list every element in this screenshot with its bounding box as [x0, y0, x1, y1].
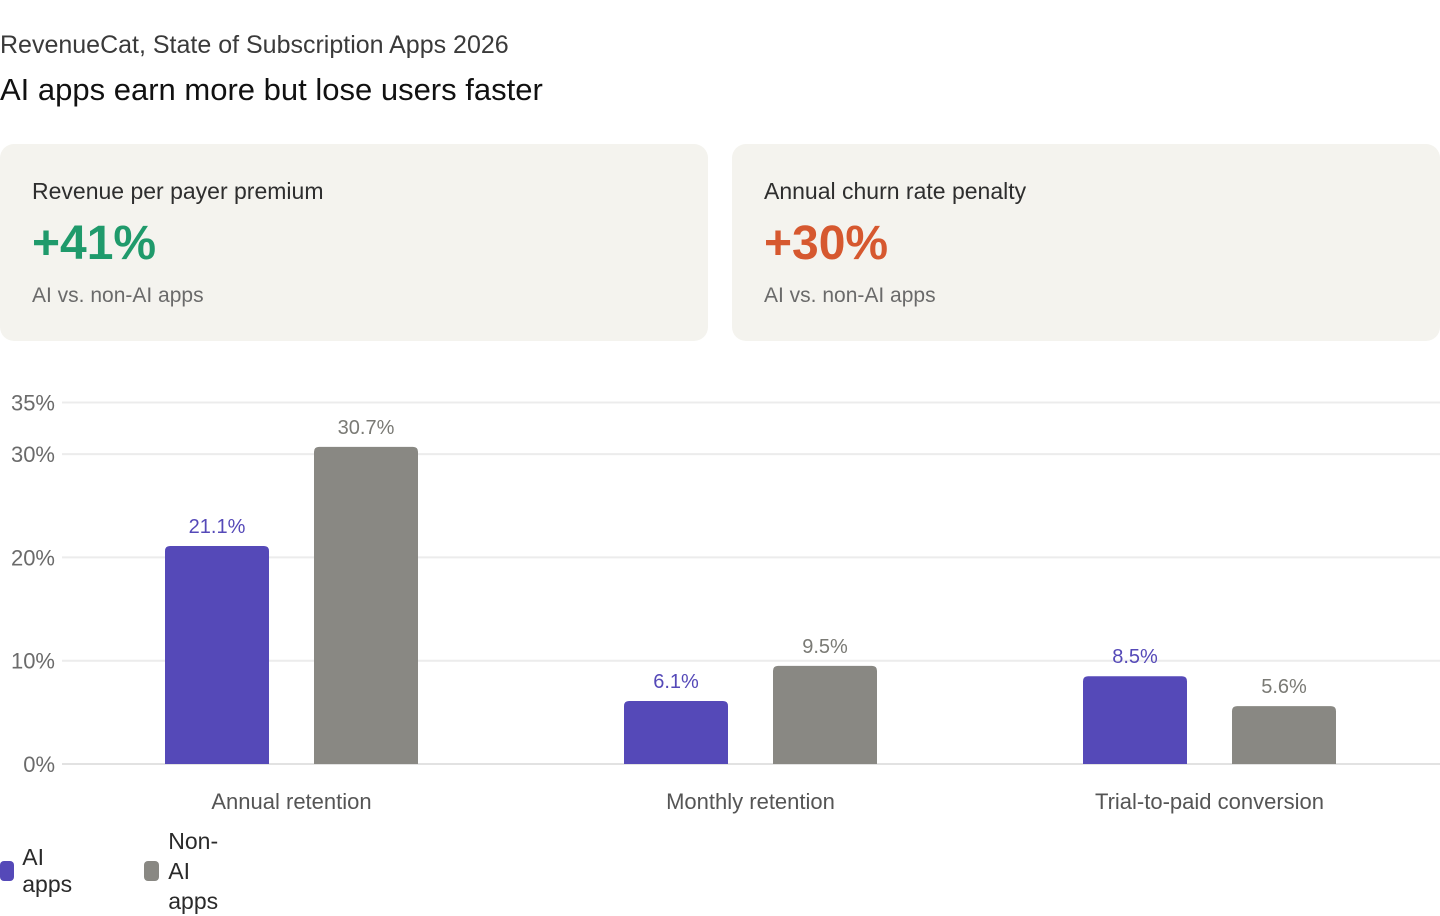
legend-swatch-nonai — [144, 861, 160, 881]
x-tick-label: Annual retention — [211, 789, 371, 814]
card-subtitle: AI vs. non-AI apps — [764, 284, 936, 307]
y-tick-label: 20% — [11, 545, 55, 570]
y-tick-label: 10% — [11, 649, 55, 674]
x-tick-label: Trial-to-paid conversion — [1095, 789, 1324, 814]
bar-nonai — [314, 446, 418, 764]
page-title: AI apps earn more but lose users faster — [0, 72, 543, 107]
bar-nonai — [1232, 706, 1336, 764]
card-subtitle: AI vs. non-AI apps — [32, 284, 204, 307]
source-line: RevenueCat, State of Subscription Apps 2… — [0, 31, 509, 59]
bar-ai — [165, 546, 269, 764]
y-tick-label: 35% — [11, 390, 55, 415]
data-label: 30.7% — [338, 417, 395, 439]
y-tick-label: 30% — [11, 442, 55, 467]
churn-penalty-card: Annual churn rate penalty +30% AI vs. no… — [732, 144, 1440, 341]
card-label: Annual churn rate penalty — [764, 178, 1027, 204]
legend-label-nonai-2: apps — [168, 888, 219, 914]
revenue-premium-card: Revenue per payer premium +41% AI vs. no… — [0, 144, 708, 341]
bar-nonai — [773, 665, 877, 764]
legend-label-nonai-1: Non-AI — [168, 828, 219, 884]
legend-swatch-ai — [0, 861, 15, 881]
card-label: Revenue per payer premium — [32, 178, 324, 204]
y-tick-label: 0% — [23, 752, 55, 777]
data-label: 5.6% — [1261, 676, 1307, 698]
data-label: 6.1% — [653, 671, 699, 693]
card-value: +41% — [32, 217, 157, 270]
legend-item-nonai: Non-AI apps — [144, 826, 223, 916]
legend-label-ai: AI apps — [22, 844, 73, 897]
legend-item-ai: AI apps — [0, 844, 78, 898]
bar-chart: 0% 10% 20% 30% 35% 21.1% 30.7% Annual retention… — [11, 390, 1440, 814]
data-label: 9.5% — [802, 636, 848, 658]
data-label: 8.5% — [1112, 646, 1158, 668]
bar-ai — [624, 700, 728, 764]
data-label: 21.1% — [189, 516, 246, 538]
bar-ai — [1083, 676, 1187, 764]
x-tick-label: Monthly retention — [666, 789, 835, 814]
card-value: +30% — [764, 217, 889, 270]
